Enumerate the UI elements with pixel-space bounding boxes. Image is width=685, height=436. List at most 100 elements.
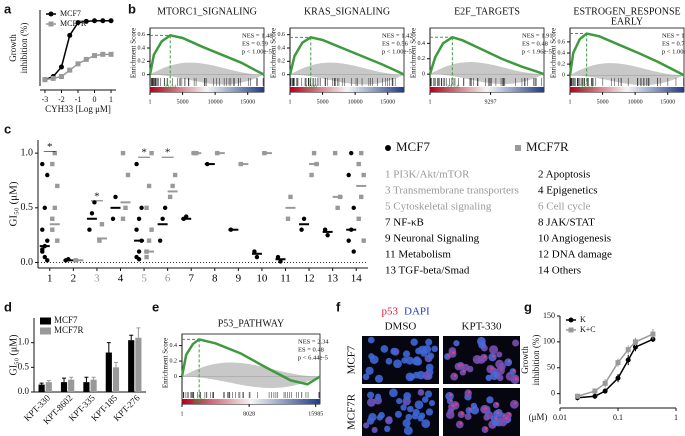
data-point	[356, 161, 361, 167]
stats-label: NES = 2.34	[298, 338, 329, 345]
null-band	[570, 63, 684, 86]
series-line	[577, 333, 654, 397]
x-axis-label: (μM)	[529, 412, 548, 422]
y-tick-label: 0	[422, 72, 425, 78]
cell	[421, 419, 431, 428]
p53-signal	[496, 411, 500, 415]
cell	[396, 398, 403, 405]
y-tick-label: 0.4	[418, 41, 426, 47]
p53-signal	[508, 360, 511, 363]
data-point	[149, 150, 154, 156]
data-point	[346, 238, 351, 243]
cell	[457, 410, 465, 419]
cell	[480, 353, 488, 362]
group-label: 10 Angiogenesis	[538, 233, 611, 245]
stats-label: ES = 0.48	[298, 346, 324, 353]
x-tick-label: 1	[149, 99, 152, 105]
legend-label: K+C	[580, 325, 596, 334]
stats-label: p < 1.00e-5	[242, 48, 272, 55]
data-point	[97, 238, 102, 243]
data-point	[351, 205, 356, 211]
x-tick-label: 8	[212, 273, 218, 285]
data-point	[48, 21, 54, 27]
y-tick-label: 0.2	[170, 358, 178, 364]
cell	[385, 416, 393, 425]
cell	[405, 356, 414, 365]
data-point	[149, 227, 154, 232]
cell	[384, 425, 391, 433]
p53-signal	[454, 403, 458, 406]
data-point	[146, 183, 152, 189]
stats-label: ES = 0.75	[662, 40, 685, 47]
x-tick-label: 10000	[348, 99, 363, 105]
cell	[402, 350, 411, 358]
enrichment-curve	[428, 35, 545, 76]
data-point	[332, 150, 338, 156]
group-label: 14 Others	[538, 265, 581, 277]
peak-label: 3434	[446, 83, 460, 90]
p53-signal	[467, 390, 471, 394]
chart-title: EARLY	[611, 16, 643, 27]
bar	[45, 382, 52, 392]
legend-swatch	[40, 327, 51, 335]
data-point	[252, 249, 257, 254]
peak-label: 2554	[580, 83, 594, 90]
data-point	[349, 150, 354, 156]
y-axis-label: Enrichment Score	[410, 28, 418, 78]
x-tick-label: 4	[118, 273, 124, 285]
cell	[413, 356, 421, 363]
cell	[509, 399, 519, 409]
chart-title: E2F_TARGETS	[454, 6, 520, 17]
stats-label: ES = 0.48	[522, 40, 548, 47]
cell	[380, 345, 389, 353]
y-axis-label: Enrichment Score	[130, 28, 138, 78]
data-point	[52, 150, 57, 156]
cell	[470, 406, 480, 415]
x-tick-label: 1	[109, 95, 113, 104]
x-tick-label: 1	[429, 99, 432, 105]
cell	[417, 389, 425, 396]
stats-label: ES = 0.56	[382, 40, 409, 47]
data-point	[113, 194, 118, 200]
data-point	[99, 222, 105, 227]
x-tick-label: 10000	[208, 99, 223, 105]
error-bar	[113, 361, 118, 368]
cell	[492, 401, 500, 409]
panel-label: b	[128, 1, 136, 16]
data-point	[172, 172, 178, 178]
group-label: 9 Neuronal Signaling	[385, 233, 480, 245]
stain-label: p53	[382, 306, 399, 318]
cell	[490, 415, 499, 424]
x-tick-label: 1	[47, 273, 53, 285]
data-point	[40, 161, 45, 167]
cell	[402, 418, 411, 428]
data-point	[139, 205, 144, 211]
data-point	[50, 75, 56, 81]
y-tick-label: 50	[547, 363, 555, 372]
stain-label: DAPI	[404, 306, 430, 318]
legend-label: MCF7R	[54, 325, 84, 335]
data-point	[311, 150, 317, 156]
bar	[135, 337, 142, 392]
data-point	[75, 61, 81, 67]
cell	[464, 389, 472, 397]
y-tick-label: 0.4	[138, 45, 146, 51]
cell	[407, 405, 414, 413]
cell	[502, 415, 509, 423]
x-tick-label: -3	[42, 95, 49, 104]
x-tick-label: 1	[674, 413, 678, 422]
stats-label: NES = 1.91	[522, 32, 553, 39]
data-point	[615, 375, 621, 381]
panel-label: f	[336, 299, 341, 314]
x-tick-label: 10000	[628, 99, 643, 105]
bar	[83, 382, 90, 392]
data-point	[602, 388, 608, 394]
cell	[504, 358, 513, 367]
x-tick-label: 5000	[317, 99, 329, 105]
x-tick-label: 2	[71, 273, 77, 285]
p53-signal	[505, 416, 508, 420]
data-point	[385, 145, 391, 151]
enrichment-curve	[568, 32, 685, 77]
series-line	[44, 20, 112, 81]
data-point	[50, 216, 55, 221]
